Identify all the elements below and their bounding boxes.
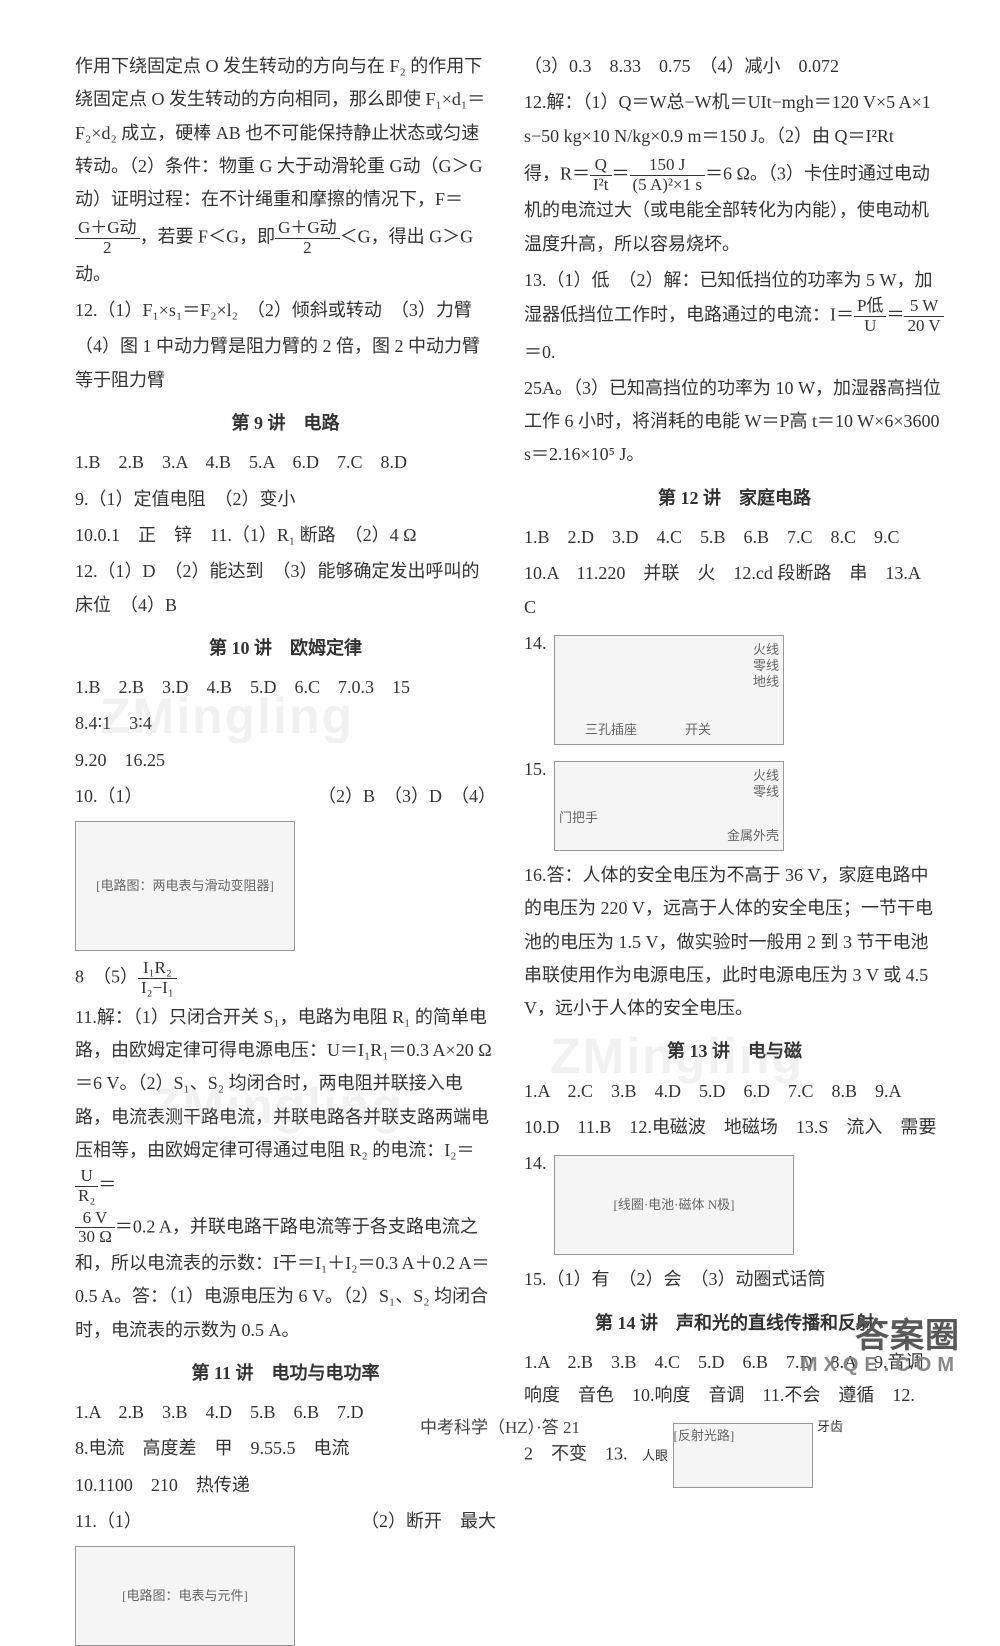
label: （2）B （3）D （4） (318, 780, 496, 813)
label: 10.（1） (75, 780, 143, 813)
text: （3）0.3 8.33 0.75 （4）减小 0.072 (524, 50, 945, 83)
circuit-diagram-2: [电路图：电表与元件] (75, 1546, 295, 1646)
fraction: QI²t (590, 156, 611, 194)
section-9-title: 第 9 讲 电路 (75, 407, 496, 440)
answers: 1.B 2.B 3.A 4.B 5.A 6.D 7.C 8.D (75, 446, 496, 479)
q14b-row: 14. [线圈·电池·磁体 N极] (524, 1147, 945, 1263)
answers: 1.B 2.B 3.D 4.B 5.D 6.C 7.0.3 15 (75, 671, 496, 704)
answers: 15.（1）有 （2）会 （3）动圈式话筒 (524, 1263, 945, 1296)
answers: 10.0.1 正 锌 11.（1）R₁ 断路 （2）4 Ω (75, 519, 496, 552)
section-13-title: 第 13 讲 电与磁 (524, 1035, 945, 1068)
text: 25A。（3）已知高挡位的功率为 10 W，加湿器高挡位工作 6 小时，将消耗的… (524, 372, 945, 472)
answers: 1.A 2.C 3.B 4.D 5.D 6.D 7.C 8.B 9.A (524, 1075, 945, 1108)
text: 8 （5）I₁R₂I₂−I₁ (75, 959, 496, 997)
fraction: UR₂ (75, 1167, 98, 1205)
label: 15. (524, 753, 554, 786)
fraction: 5 W20 V (904, 297, 943, 335)
fraction: G＋G动2 (75, 219, 140, 257)
fraction: G＋G动2 (275, 219, 340, 257)
answers: 9.20 16.25 (75, 744, 496, 777)
answers: 12.（1）D （2）能达到 （3）能够确定发出呼叫的床位 （4）B (75, 555, 496, 622)
q10-row: 10.（1） （2）B （3）D （4） (75, 780, 496, 813)
text: G＋G动2，若要 F＜G，即G＋G动2＜G，得出 G＞G动。 (75, 219, 496, 291)
page-footer: 中考科学（HZ）·答 21 (0, 1412, 1000, 1443)
answers: 10.D 11.B 12.电磁波 地磁场 13.S 流入 需要 (524, 1111, 945, 1144)
electromagnet-diagram: [线圈·电池·磁体 N极] (554, 1155, 794, 1255)
fraction: 150 J(5 A)²×1 s (630, 156, 705, 194)
text: 12.解：（1）Q＝W总−W机＝UIt−mgh＝120 V×5 A×1 s−50… (524, 86, 945, 153)
q14-row: 14. 火线 零线 地线 三孔插座 开关 (524, 627, 945, 753)
text: （4）图 1 中动力臂是阻力臂的 2 倍，图 2 中动力臂等于阻力臂 (75, 330, 496, 397)
watermark-main: 答案圈 (801, 1319, 960, 1355)
right-column: （3）0.3 8.33 0.75 （4）减小 0.072 12.解：（1）Q＝W… (524, 50, 945, 1426)
label: 14. (524, 627, 554, 660)
corner-watermark: 答案圈 MXQE.COM (801, 1319, 960, 1376)
text: 12.（1）F₁×s₁＝F₂×l₂ （2）倾斜或转动 （3）力臂 (75, 294, 496, 327)
fraction: 6 V30 Ω (75, 1209, 115, 1247)
circuit-diagram-1: [电路图：两电表与滑动变阻器] (75, 821, 295, 951)
label: 11.（1） (75, 1505, 142, 1538)
answers: 10.1100 210 热传递 (75, 1469, 496, 1502)
answers: 1.B 2.D 3.D 4.C 5.B 6.B 7.C 8.C 9.C (524, 521, 945, 554)
text: 得，R＝QI²t＝150 J(5 A)²×1 s＝6 Ω。（3）卡住时通过电动机… (524, 156, 945, 261)
label: （2）断开 最大 (361, 1505, 496, 1538)
text: 6 V30 Ω＝0.2 A，并联电路干路电流等于各支路电流之和，所以电流表的示数… (75, 1209, 496, 1347)
left-column: 作用下绕固定点 O 发生转动的方向与在 F₂ 的作用下绕固定点 O 发生转动的方… (75, 50, 496, 1426)
section-11-title: 第 11 讲 电功与电功率 (75, 1357, 496, 1390)
q15-row: 15. 火线 零线 门把手 金属外壳 (524, 753, 945, 859)
section-10-title: 第 10 讲 欧姆定律 (75, 632, 496, 665)
fraction: I₁R₂I₂−I₁ (138, 959, 177, 997)
text: 13.（1）低 （2）解：已知低挡位的功率为 5 W，加湿器低挡位工作时，电路通… (524, 264, 945, 369)
text: 16.答：人体的安全电压为不高于 36 V，家庭电路中的电压为 220 V，远高… (524, 859, 945, 1025)
home-circuit-diagram-1: 火线 零线 地线 三孔插座 开关 (554, 635, 784, 745)
watermark-sub: MXQE.COM (801, 1355, 960, 1376)
label: 14. (524, 1147, 554, 1180)
section-12-title: 第 12 讲 家庭电路 (524, 482, 945, 515)
q11-row: 11.（1） （2）断开 最大 (75, 1505, 496, 1538)
answers: 10.A 11.220 并联 火 12.cd 段断路 串 13.A C (524, 557, 945, 624)
answers: 8.4∶1 3∶4 (75, 707, 496, 740)
home-circuit-diagram-2: 火线 零线 门把手 金属外壳 (554, 761, 784, 851)
fraction: P低U (854, 297, 886, 335)
text: 11.解：（1）只闭合开关 S₁，电路为电阻 R₁ 的简单电路，由欧姆定律可得电… (75, 1001, 496, 1206)
text: 作用下绕固定点 O 发生转动的方向与在 F₂ 的作用下绕固定点 O 发生转动的方… (75, 50, 496, 216)
answers: 9.（1）定值电阻 （2）变小 (75, 483, 496, 516)
